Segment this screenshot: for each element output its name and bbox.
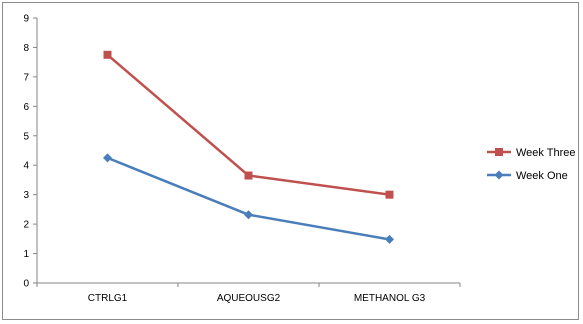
y-tick-label: 6 [23, 102, 29, 113]
series-week-three [103, 50, 394, 199]
x-tick-label: AQUEOUSG2 [217, 293, 281, 304]
y-tick-label: 3 [23, 190, 29, 201]
y-tick-label: 8 [23, 43, 29, 54]
legend-item: Week Three [487, 147, 576, 159]
y-tick-label: 1 [23, 249, 29, 260]
y-tick-label: 2 [23, 220, 29, 231]
data-point-square [495, 148, 503, 156]
y-tick-label: 9 [23, 14, 29, 25]
y-tick-label: 4 [23, 161, 29, 172]
data-point-diamond [385, 234, 394, 244]
axes [36, 18, 460, 284]
legend-label: Week Three [516, 147, 576, 159]
x-tick-label: CTRLG1 [88, 293, 128, 304]
data-point-square [385, 190, 394, 199]
legend-label: Week One [516, 170, 568, 182]
legend-item: Week One [487, 170, 568, 182]
y-axis-ticks: 0 1 2 3 4 5 6 7 8 9 [23, 14, 37, 290]
x-axis-ticks: CTRLG1 AQUEOUSG2 METHANOL G3 [36, 283, 461, 304]
series-week-one [103, 153, 394, 244]
y-tick-label: 0 [23, 279, 29, 290]
data-point-diamond [244, 210, 253, 220]
data-point-diamond [494, 170, 504, 180]
series-group [103, 50, 394, 244]
legend: Week Three Week One [487, 147, 576, 182]
data-point-square [103, 50, 112, 59]
series-line [107, 156, 390, 241]
y-tick-label: 5 [23, 131, 29, 142]
x-tick-label: METHANOL G3 [354, 293, 426, 304]
y-tick-label: 7 [23, 72, 29, 83]
data-point-diamond [103, 153, 112, 163]
chart-frame [2, 2, 579, 320]
data-point-square [244, 171, 253, 180]
